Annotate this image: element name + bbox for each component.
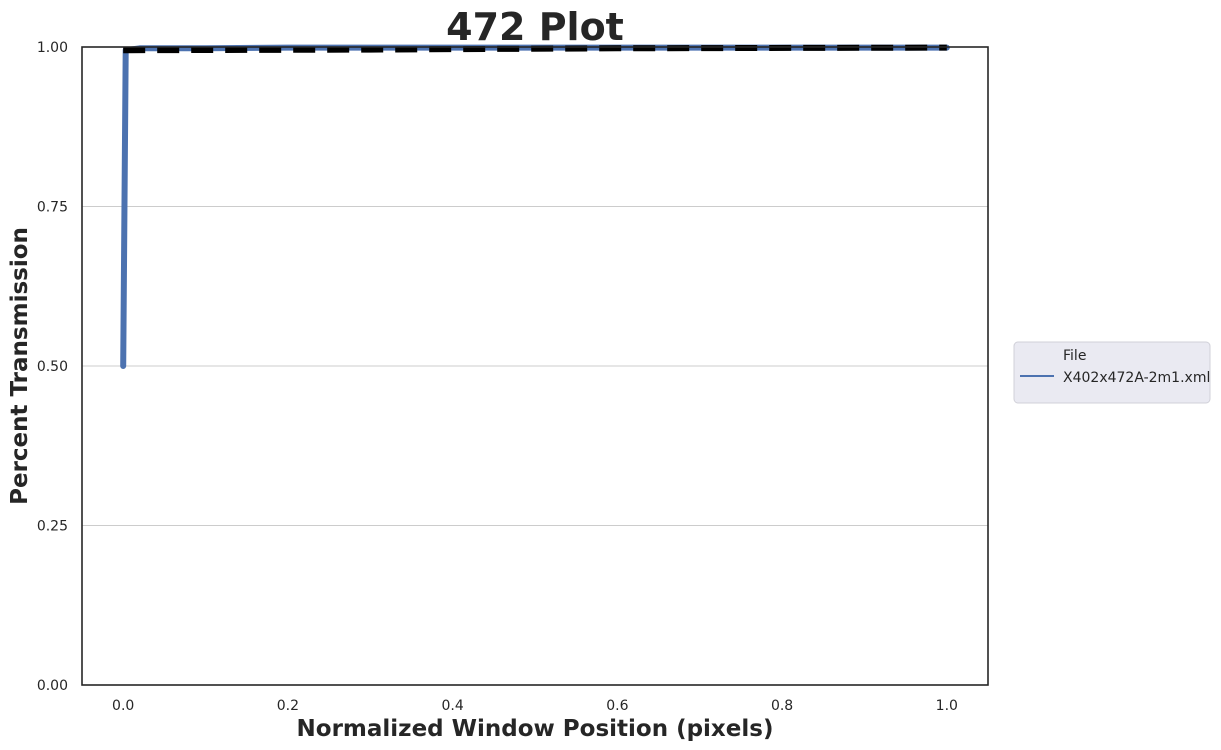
y-tick-label: 0.25 [37, 519, 68, 535]
y-axis-ticks: 0.00 0.25 0.50 0.75 1.00 [37, 40, 68, 694]
legend-box [1013, 341, 1211, 404]
y-axis-label: Percent Transmission [7, 227, 33, 505]
y-tick-label: 0.50 [37, 359, 68, 375]
legend-title: File [1063, 348, 1086, 364]
series-line-1 [123, 44, 947, 54]
x-tick-label: 1.0 [936, 698, 958, 714]
x-tick-label: 0.4 [442, 698, 464, 714]
x-tick-label: 0.6 [606, 698, 628, 714]
x-tick-label: 0.2 [277, 698, 299, 714]
chart-title: 472 Plot [446, 5, 624, 49]
y-tick-label: 0.75 [37, 200, 68, 216]
x-axis-label: Normalized Window Position (pixels) [297, 716, 774, 742]
gridlines [82, 206, 988, 526]
y-tick-label: 0.00 [37, 678, 68, 694]
x-tick-label: 0.8 [771, 698, 793, 714]
y-tick-label: 1.00 [37, 40, 68, 56]
x-tick-label: 0.0 [112, 698, 134, 714]
legend: File X402x472A-2m1.xml [1013, 341, 1211, 404]
legend-entry-0: X402x472A-2m1.xml [1063, 370, 1210, 386]
plot-frame [81, 46, 989, 686]
x-axis-ticks: 0.0 0.2 0.4 0.6 0.8 1.0 [112, 698, 958, 714]
